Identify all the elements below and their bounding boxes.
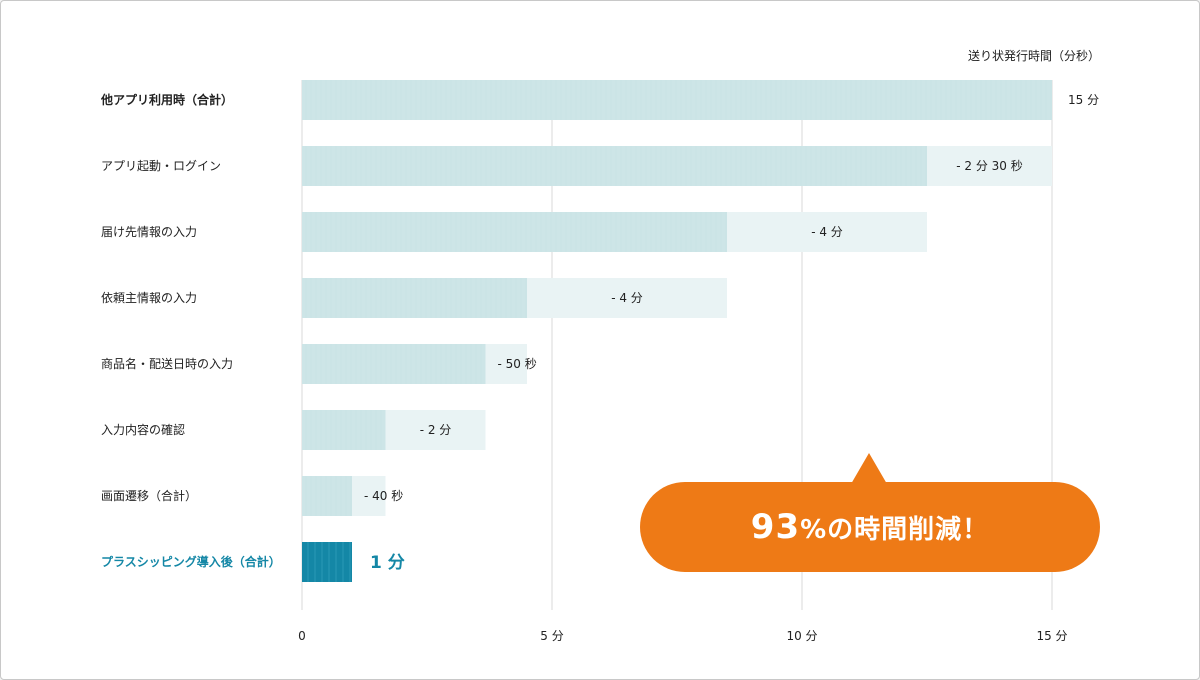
reduction-label: - 2 分 <box>420 423 452 437</box>
category-label: 依頼主情報の入力 <box>101 290 197 305</box>
category-label: 商品名・配送日時の入力 <box>101 356 233 371</box>
reduction-bar <box>727 212 927 252</box>
remaining-bar <box>302 344 486 384</box>
x-tick-label: 15 分 <box>1036 629 1067 643</box>
remaining-bar <box>302 278 527 318</box>
result-bar <box>302 542 352 582</box>
reduction-label: - 40 秒 <box>364 489 403 503</box>
reduction-bar <box>485 344 527 384</box>
reduction-bar <box>527 278 727 318</box>
category-label: 他アプリ利用時（合計） <box>100 92 233 107</box>
result-value-label: 1 分 <box>370 553 405 573</box>
reduction-label: - 50 秒 <box>498 357 537 371</box>
reduction-label: - 4 分 <box>811 225 843 239</box>
reduction-callout: 93 %の時間削減！ <box>640 482 1100 572</box>
callout-text: %の時間削減！ <box>800 514 990 545</box>
category-label: 画面遷移（合計） <box>101 488 197 503</box>
reduction-bar <box>385 410 486 450</box>
reduction-label: - 2 分 30 秒 <box>956 159 1023 173</box>
reduction-bar <box>927 146 1052 186</box>
category-label: アプリ起動・ログイン <box>101 159 221 173</box>
category-label: プラスシッピング導入後（合計） <box>101 554 281 569</box>
category-label: 届け先情報の入力 <box>101 225 197 239</box>
total-bar <box>302 80 1052 120</box>
reduction-label: - 4 分 <box>611 291 643 305</box>
callout-tail <box>851 453 887 484</box>
total-value-label: 15 分 <box>1068 93 1099 107</box>
x-tick-label: 0 <box>298 629 306 643</box>
x-tick-label: 5 分 <box>540 629 563 643</box>
remaining-bar <box>302 410 386 450</box>
unit-label: 送り状発行時間（分秒） <box>968 48 1100 63</box>
bars <box>302 80 1052 582</box>
x-tick-label: 10 分 <box>786 629 817 643</box>
category-label: 入力内容の確認 <box>101 422 185 437</box>
reduction-bar <box>352 476 386 516</box>
callout-percent: 93 <box>750 507 801 547</box>
remaining-bar <box>302 476 352 516</box>
